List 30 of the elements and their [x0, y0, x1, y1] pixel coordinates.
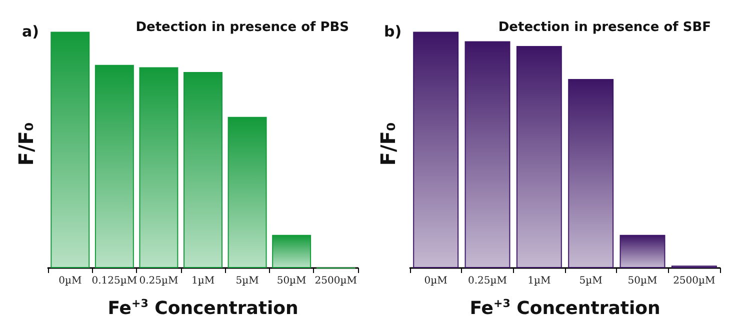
x-tick-label: 2500µM [673, 276, 716, 286]
x-tick-label: 0µM [58, 276, 82, 286]
bar [516, 46, 562, 268]
x-tick-label: 1µM [528, 276, 551, 286]
bar [50, 32, 90, 268]
x-tick-label: 5µM [236, 276, 259, 286]
bar [413, 32, 459, 268]
x-tick-label: 0µM [424, 276, 448, 286]
bar [464, 41, 510, 268]
bar [228, 116, 267, 268]
bar [184, 72, 222, 268]
bar [94, 64, 134, 268]
bar [139, 67, 178, 268]
chart-title: Detection in presence of SBF [498, 20, 712, 35]
x-tick-label: 5µM [579, 276, 602, 286]
bar [568, 79, 614, 268]
x-tick-label: 50µM [276, 276, 306, 286]
bar [620, 234, 666, 268]
y-axis-title: F/F₀ [14, 122, 38, 166]
x-tick-label: 2500µM [314, 276, 357, 286]
x-tick-label: 50µM [628, 276, 658, 286]
x-tick-label: 0.125µM [92, 276, 138, 286]
x-tick-label: 1µM [191, 276, 215, 286]
bar [272, 234, 312, 268]
x-tick-label: 0.25µM [468, 276, 508, 286]
chart-title: Detection in presence of PBS [136, 20, 350, 35]
text: b) [384, 22, 402, 40]
text: a) [22, 22, 39, 40]
x-tick-label: 0.25µM [139, 276, 178, 286]
y-axis-title: F/F₀ [376, 122, 400, 166]
